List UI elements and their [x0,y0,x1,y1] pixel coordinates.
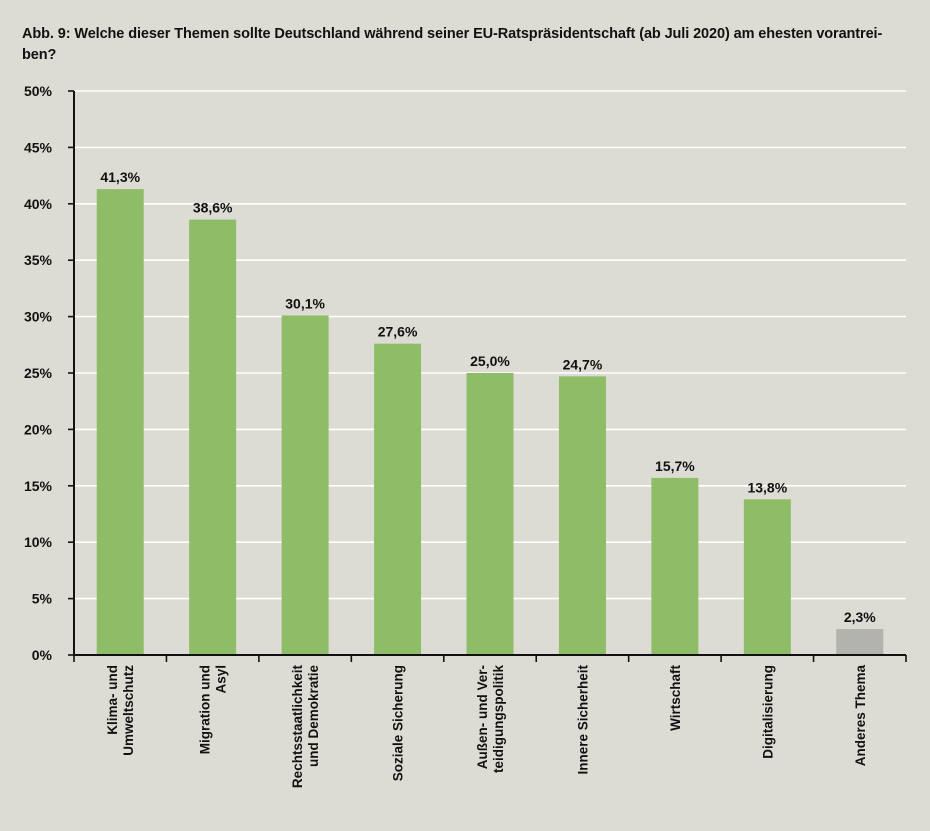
category-label-line: Asyl [214,665,229,694]
y-tick-label: 15% [24,478,53,494]
data-label: 25,0% [470,353,510,369]
y-tick-label: 30% [24,309,53,325]
category-label-line: Außen- und Ver- [475,665,490,769]
category-label: Rechtsstaatlichkeitund Demokratie [290,665,321,789]
chart-title-line: Abb. 9: Welche dieser Themen sollte Deut… [22,26,883,42]
bar [281,315,329,655]
data-label: 13,8% [747,479,787,495]
data-label: 15,7% [655,458,695,474]
category-label: Klima- undUmweltschutz [105,665,136,756]
category-label-line: Klima- und [105,665,120,735]
category-label: Anderes Thema [853,665,868,767]
y-tick-label: 45% [24,139,53,155]
category-label: Digitalisierung [760,665,775,759]
category-label: Migration undAsyl [198,665,229,754]
category-label-line: teidigungspolitik [491,665,506,773]
category-label: Wirtschaft [668,665,683,731]
category-label-line: Rechtsstaatlichkeit [290,665,305,789]
data-label: 2,3% [844,609,876,625]
bars [96,189,884,656]
bar [96,189,144,656]
category-label: Außen- und Ver-teidigungspolitik [475,665,506,773]
chart-title-line: ben? [22,47,57,63]
y-tick-label: 25% [24,365,53,381]
bar [651,477,699,655]
category-label-line: Digitalisierung [760,665,775,759]
data-label: 41,3% [100,169,140,185]
axes [68,90,907,662]
category-label-line: und Demokratie [306,665,321,768]
data-label: 38,6% [193,200,233,216]
bar [374,343,422,655]
y-tick-label: 50% [24,83,53,99]
bar [836,629,884,655]
category-label-line: Umweltschutz [121,665,136,756]
category-label-line: Innere Sicherheit [575,665,590,775]
chart-title: Abb. 9: Welche dieser Themen sollte Deut… [22,24,902,66]
bar [466,373,514,655]
data-label: 30,1% [285,295,325,311]
bar [558,376,606,655]
y-tick-label: 10% [24,534,53,550]
category-label: Soziale Sicherung [391,665,406,781]
bar [189,219,237,656]
category-label-line: Wirtschaft [668,665,683,731]
data-label: 24,7% [563,356,603,372]
y-tick-label: 20% [24,421,53,437]
y-tick-label: 40% [24,196,53,212]
category-label-line: Soziale Sicherung [391,665,406,781]
category-label-line: Anderes Thema [853,665,868,767]
category-label-line: Migration und [198,665,213,754]
y-tick-label: 0% [32,647,53,663]
data-label: 27,6% [378,324,418,340]
y-tick-label: 5% [32,591,53,607]
labels: 0% 5% 10% 15% 20% 25% 30% 35% 40% 45% 50% 41,3% 38,6… [24,83,876,788]
bar [743,499,791,655]
y-tick-label: 35% [24,252,53,268]
category-label: Innere Sicherheit [575,665,590,775]
